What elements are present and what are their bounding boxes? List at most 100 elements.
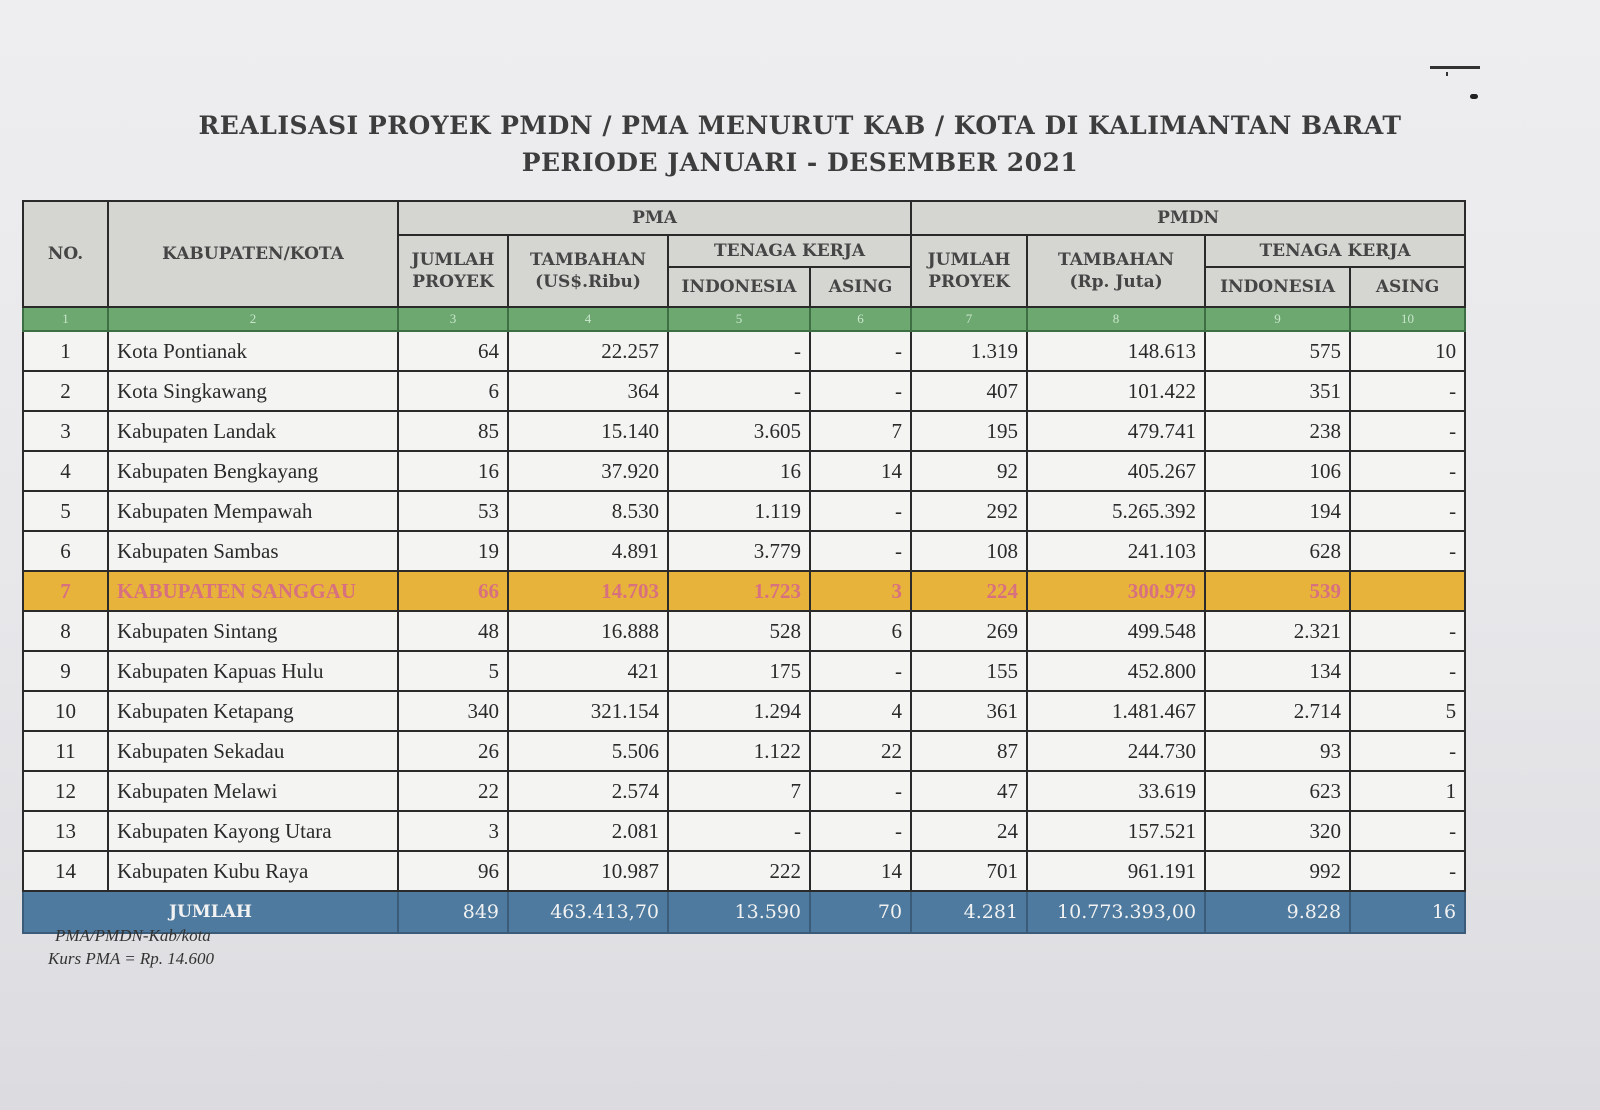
row-pma-asing: 22 [808,730,913,772]
row-kabupaten: Kota Singkawang [107,370,399,412]
row-no: 9 [22,650,109,692]
row-pmdn-indonesia: 194 [1204,490,1352,532]
col-number: 9 [1204,306,1352,332]
row-kabupaten: Kabupaten Kayong Utara [107,810,399,852]
row-pma-proyek: 22 [397,770,509,812]
row-pmdn-asing: - [1349,850,1467,892]
document-subtitle: PERIODE JANUARI - DESEMBER 2021 [521,148,1079,177]
row-pma-indonesia: 1.119 [667,490,811,532]
row-pmdn-tambahan: 1.481.467 [1026,690,1207,732]
total-pma-asing: 70 [808,890,913,934]
row-pmdn-indonesia: 623 [1204,770,1352,812]
row-pmdn-tambahan: 33.619 [1026,770,1207,812]
row-pmdn-asing: - [1349,490,1467,532]
col-number: 5 [667,306,811,332]
document-title: REALISASI PROYEK PMDN / PMA MENURUT KAB … [198,111,1402,140]
row-pma-indonesia: 528 [667,610,811,652]
column-number-row: 1 2 3 4 5 6 7 8 9 10 [22,306,1467,332]
header-pma: PMA [396,200,913,236]
row-pmdn-proyek: 292 [910,490,1029,532]
row-pma-tambahan: 10.987 [507,850,669,892]
col-number: 6 [808,306,913,332]
row-pma-indonesia: 222 [667,850,811,892]
row-pmdn-indonesia: 539 [1204,570,1352,612]
header-kabupaten: KABUPATEN/KOTA [107,200,399,308]
row-pmdn-indonesia: 106 [1204,450,1352,492]
row-pma-asing: - [808,330,913,372]
row-pmdn-proyek: 407 [910,370,1029,412]
header-pmdn-jumlah: JUMLAH PROYEK [910,234,1029,308]
row-no: 10 [22,690,109,732]
row-pma-proyek: 3 [397,810,509,852]
col-number: 1 [22,306,109,332]
row-pmdn-indonesia: 320 [1204,810,1352,852]
row-pmdn-indonesia: 2.321 [1204,610,1352,652]
table-row: 12 Kabupaten Melawi 22 2.574 7-47 33.619 623 1 [22,770,1467,812]
row-pmdn-asing: 10 [1349,330,1467,372]
row-pmdn-indonesia: 575 [1204,330,1352,372]
row-pmdn-asing: - [1349,450,1467,492]
ink-dot [1470,94,1478,99]
row-pmdn-asing: 5 [1349,690,1467,732]
row-no: 1 [22,330,109,372]
row-pma-asing: 4 [808,690,913,732]
row-pma-tambahan: 321.154 [507,690,669,732]
table-row: 4 Kabupaten Bengkayang 16 37.920 16 14 92 405.2… [22,450,1467,492]
row-pma-indonesia: 3.605 [667,410,811,452]
row-pma-asing: 7 [808,410,913,452]
row-kabupaten: Kota Pontianak [107,330,399,372]
row-pmdn-tambahan: 499.548 [1026,610,1207,652]
header-pma-indonesia: INDONESIA [667,266,811,308]
row-pma-proyek: 5 [397,650,509,692]
col-number: 8 [1026,306,1207,332]
scribble-mark [1430,66,1480,69]
row-pma-indonesia: 1.294 [667,690,811,732]
row-pma-asing: 14 [808,450,913,492]
row-pma-indonesia: - [667,330,811,372]
row-kabupaten: Kabupaten Melawi [107,770,399,812]
row-pma-tambahan: 14.703 [507,570,669,612]
header-pma-tenaga: TENAGA KERJA [666,234,913,268]
row-pma-indonesia: - [667,810,811,852]
row-pma-tambahan: 5.506 [507,730,669,772]
row-pmdn-proyek: 24 [910,810,1029,852]
row-kabupaten: Kabupaten Sambas [107,530,399,572]
row-pma-proyek: 53 [397,490,509,532]
total-row: JUMLAH 849 463.413,70 13.590 70 4.281 10… [22,890,1467,934]
row-pma-asing: - [808,650,913,692]
row-pma-tambahan: 2.574 [507,770,669,812]
exchange-rate-note: Kurs PMA = Rp. 14.600 [48,949,215,968]
row-pma-proyek: 48 [397,610,509,652]
row-pmdn-proyek: 92 [910,450,1029,492]
row-kabupaten: Kabupaten Kapuas Hulu [107,650,399,692]
row-pmdn-tambahan: 479.741 [1026,410,1207,452]
row-pma-proyek: 16 [397,450,509,492]
row-pma-indonesia: 1.723 [667,570,811,612]
row-pmdn-tambahan: 241.103 [1026,530,1207,572]
table-row: 1 Kota Pontianak 64 22.257- -1.319 148.613 575… [22,330,1467,372]
total-pmdn-asing: 16 [1349,890,1467,934]
row-pmdn-proyek: 701 [910,850,1029,892]
table-row: 6 Kabupaten Sambas 19 4.891 3.779-108 241.103… [22,530,1467,572]
row-pma-asing: - [808,490,913,532]
row-pmdn-asing: - [1349,370,1467,412]
table-row: 11 Kabupaten Sekadau 26 5.506 1.122 22 87 244.7… [22,730,1467,772]
row-pmdn-indonesia: 93 [1204,730,1352,772]
row-pmdn-proyek: 87 [910,730,1029,772]
row-pma-tambahan: 364 [507,370,669,412]
row-pma-asing: 14 [808,850,913,892]
row-pmdn-asing: - [1349,530,1467,572]
total-pma-indonesia: 13.590 [667,890,811,934]
table-row: 9 Kabupaten Kapuas Hulu 5 421 175-155 452.800… [22,650,1467,692]
row-pma-proyek: 64 [397,330,509,372]
row-no: 5 [22,490,109,532]
row-pmdn-asing: - [1349,610,1467,652]
row-kabupaten: KABUPATEN SANGGAU [107,570,399,612]
col-number: 2 [107,306,399,332]
row-pma-indonesia: - [667,370,811,412]
row-no: 2 [22,370,109,412]
col-number: 7 [910,306,1029,332]
row-pma-tambahan: 8.530 [507,490,669,532]
row-pma-indonesia: 3.779 [667,530,811,572]
row-pmdn-indonesia: 992 [1204,850,1352,892]
